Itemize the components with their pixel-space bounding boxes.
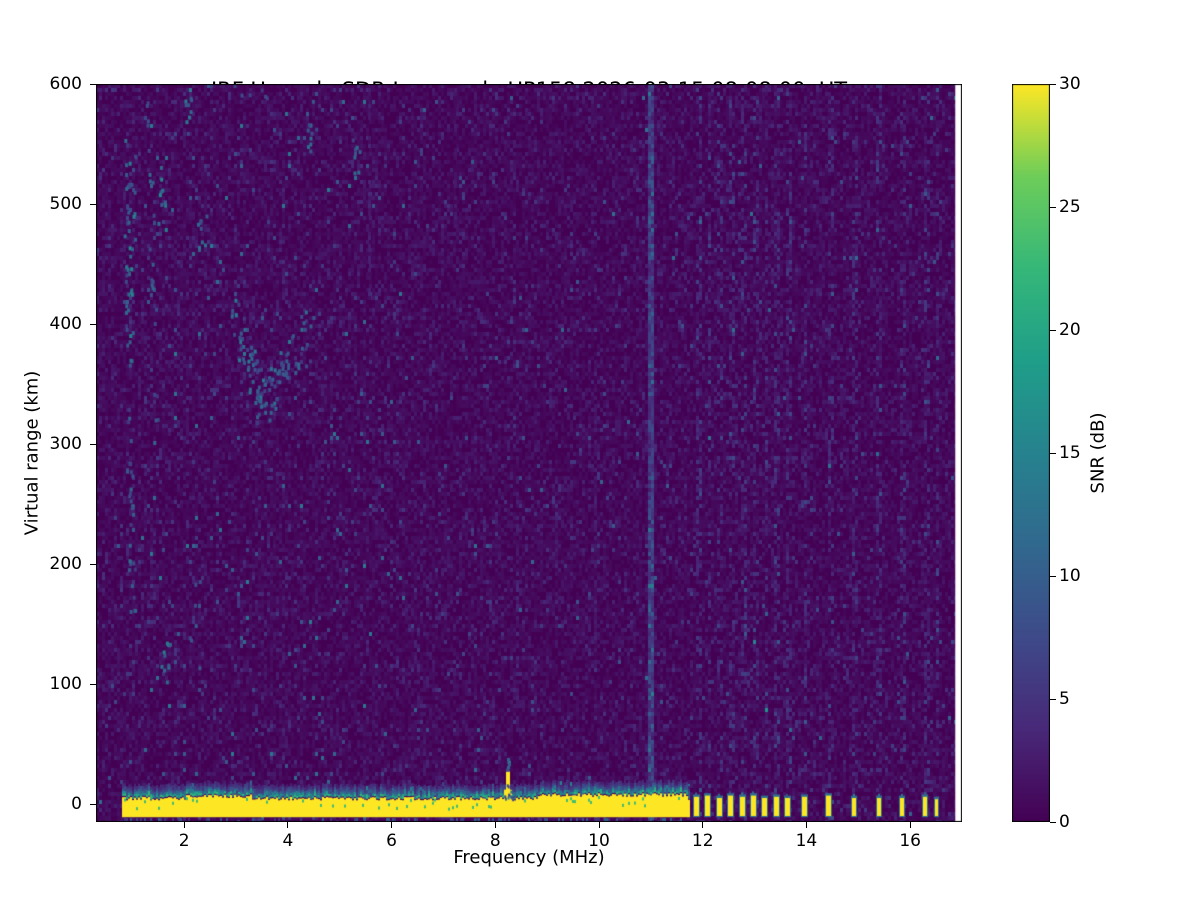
x-tick-label: 16 — [899, 831, 921, 851]
colorbar-tick-mark — [1050, 83, 1056, 85]
x-tick-mark — [183, 822, 185, 828]
y-tick-label: 100 — [49, 674, 82, 694]
x-tick-mark — [805, 822, 807, 828]
colorbar-tick-mark — [1050, 575, 1056, 577]
x-tick-mark — [909, 822, 911, 828]
y-tick-label: 200 — [49, 554, 82, 574]
y-tick-label: 300 — [49, 434, 82, 454]
colorbar-tick-mark — [1050, 452, 1056, 454]
colorbar-tick-mark — [1050, 698, 1056, 700]
y-tick-mark — [90, 563, 96, 565]
colorbar-tick-mark — [1050, 329, 1056, 331]
x-tick-mark — [287, 822, 289, 828]
y-tick-mark — [90, 203, 96, 205]
x-tick-mark — [702, 822, 704, 828]
y-tick-mark — [90, 803, 96, 805]
ionogram-heatmap — [96, 84, 962, 822]
colorbar-gradient — [1012, 84, 1050, 822]
x-tick-mark — [494, 822, 496, 828]
x-tick-label: 6 — [386, 831, 397, 851]
colorbar-tick-label: 30 — [1059, 74, 1081, 94]
y-tick-mark — [90, 83, 96, 85]
colorbar-tick-label: 25 — [1059, 197, 1081, 217]
x-tick-label: 2 — [178, 831, 190, 851]
y-tick-mark — [90, 683, 96, 685]
x-tick-label: 10 — [588, 831, 610, 851]
x-axis-label: Frequency (MHz) — [453, 847, 605, 868]
x-tick-label: 12 — [691, 831, 714, 851]
colorbar-tick-label: 0 — [1059, 812, 1070, 832]
y-tick-mark — [90, 443, 96, 445]
x-tick-mark — [391, 822, 393, 828]
colorbar-tick-label: 5 — [1059, 689, 1070, 709]
y-tick-label: 0 — [71, 794, 82, 814]
y-tick-label: 500 — [49, 194, 82, 214]
x-tick-mark — [598, 822, 600, 828]
colorbar-tick-mark — [1050, 206, 1056, 208]
x-tick-label: 8 — [489, 831, 501, 851]
colorbar-tick-label: 10 — [1059, 566, 1081, 586]
y-tick-mark — [90, 323, 96, 325]
colorbar-tick-label: 20 — [1059, 320, 1081, 340]
x-tick-label: 4 — [282, 831, 294, 851]
y-tick-label: 600 — [49, 74, 82, 94]
colorbar-tick-mark — [1050, 821, 1056, 823]
x-tick-label: 14 — [795, 831, 818, 851]
colorbar-tick-label: 15 — [1059, 443, 1081, 463]
y-tick-label: 400 — [49, 314, 82, 334]
